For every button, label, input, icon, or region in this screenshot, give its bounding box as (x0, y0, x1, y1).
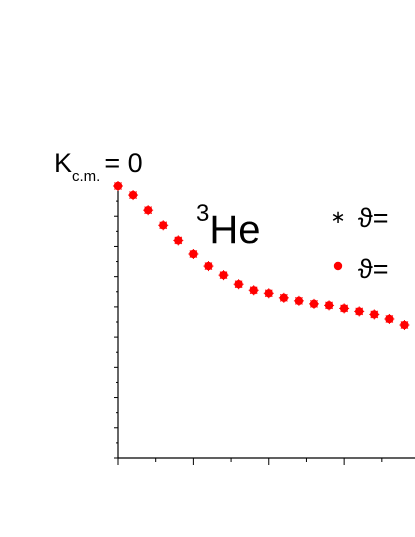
dot-point (339, 304, 349, 313)
dot-point (355, 307, 364, 316)
dot-point (400, 320, 409, 330)
legend-marker (333, 261, 343, 271)
annotation-superscript: 3 (196, 200, 209, 227)
dot-point (143, 205, 153, 215)
label-subscript: c.m. (72, 168, 100, 185)
dot-point (113, 181, 123, 191)
dot-point (128, 190, 138, 200)
dot-point (159, 221, 168, 230)
label-main: K (54, 148, 72, 178)
dot-point (234, 280, 243, 289)
dot-point (370, 310, 379, 319)
dot-point (219, 270, 228, 280)
kinematics-label: Kc.m. = 0 (54, 148, 143, 185)
dot-point (189, 249, 198, 259)
dot-point (294, 296, 304, 306)
legend-label: ϑ= (358, 203, 389, 233)
nucleus-annotation: 3He (196, 200, 261, 252)
label-rest: = 0 (104, 148, 142, 178)
legend-label: ϑ= (358, 254, 389, 284)
annotation-text: He (209, 208, 260, 252)
dot-point (249, 286, 258, 295)
dot-point (385, 314, 394, 324)
dot-point (324, 301, 334, 310)
dot-point (309, 299, 319, 309)
dot-point (279, 293, 289, 303)
dot-point (204, 261, 213, 271)
dot-point (174, 236, 183, 245)
legend-marker: ∗ (330, 207, 345, 227)
dot-point (264, 289, 273, 298)
